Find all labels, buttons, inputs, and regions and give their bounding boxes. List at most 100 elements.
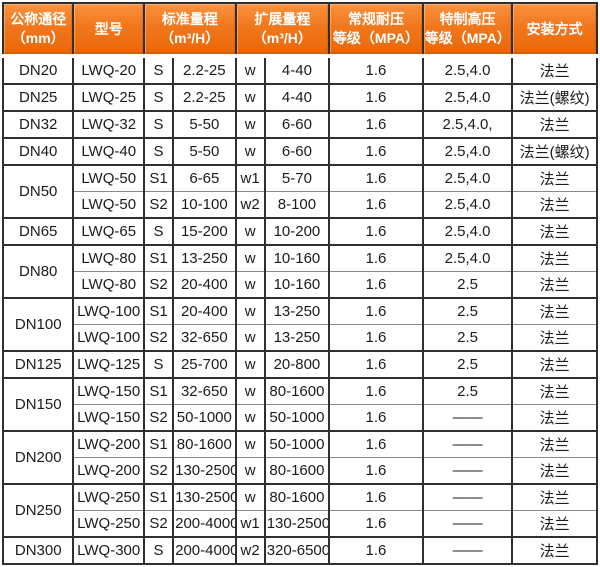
diameter-cell: DN25 (1, 84, 74, 112)
install-cell: 法兰 (511, 271, 597, 299)
model-cell: LWQ-20 (72, 56, 144, 85)
std-code-cell: S2 (142, 457, 174, 485)
ext-code-cell: w (234, 218, 265, 246)
table-row: LWQ-250 S2 200-4000 w1 130-2500 1.6 —— 法… (3, 510, 597, 538)
pressure-cell: 1.6 (328, 218, 423, 246)
std-range-cell: 2.2-25 (172, 84, 236, 112)
ext-code-cell: w (234, 378, 265, 405)
std-code-cell: S1 (142, 245, 174, 272)
std-code-cell: S1 (142, 431, 174, 458)
std-range-cell: 20-400 (172, 271, 236, 299)
high-pressure-cell: 2.5 (421, 378, 513, 405)
model-cell: LWQ-25 (72, 84, 144, 112)
std-code-cell: S1 (142, 298, 174, 325)
header-extended-range: 扩展量程 （m³/H） (234, 3, 330, 58)
pressure-cell: 1.6 (328, 457, 423, 485)
ext-range-cell: 10-160 (263, 271, 330, 299)
model-cell: LWQ-50 (72, 191, 144, 219)
pressure-cell: 1.6 (328, 271, 423, 299)
ext-code-cell: w2 (234, 537, 265, 565)
std-range-cell: 6-65 (172, 165, 236, 192)
pressure-cell: 1.6 (328, 324, 423, 352)
diameter-cell: DN150 (1, 378, 74, 432)
pressure-cell: 1.6 (328, 84, 423, 112)
std-range-cell: 5-50 (172, 138, 236, 166)
install-cell: 法兰 (511, 165, 597, 192)
ext-range-cell: 13-250 (263, 324, 330, 352)
ext-code-cell: w (234, 351, 265, 379)
std-code-cell: S (142, 537, 174, 565)
pressure-cell: 1.6 (328, 138, 423, 166)
std-range-cell: 2.2-25 (172, 56, 236, 85)
model-cell: LWQ-150 (72, 378, 144, 405)
table-row: DN40 LWQ-40 S 5-50 w 6-60 1.6 2.5,4.0 法兰… (1, 138, 597, 166)
table-row: DN20 LWQ-20 S 2.2-25 w 4-40 1.6 2.5,4.0 … (1, 56, 597, 85)
install-cell: 法兰 (511, 457, 597, 485)
ext-range-cell: 6-60 (263, 111, 330, 139)
header-diameter: 公称通径 （mm） (1, 3, 74, 58)
table-row: LWQ-50 S2 10-100 w2 8-100 1.6 2.5,4.0 法兰 (3, 191, 597, 219)
ext-code-cell: w1 (234, 165, 265, 192)
std-code-cell: S (142, 111, 174, 139)
table-row: DN125 LWQ-125 S 25-700 w 20-800 1.6 2.5 … (1, 351, 597, 379)
pressure-cell: 1.6 (328, 484, 423, 511)
ext-code-cell: w (234, 457, 265, 485)
ext-code-cell: w (234, 138, 265, 166)
high-pressure-cell: 2.5,4.0 (421, 165, 513, 192)
model-cell: LWQ-50 (72, 165, 144, 192)
install-cell: 法兰(螺纹) (511, 138, 597, 166)
std-range-cell: 10-100 (172, 191, 236, 219)
high-pressure-cell: 2.5 (421, 351, 513, 379)
ext-range-cell: 320-6500 (263, 537, 330, 565)
model-cell: LWQ-200 (72, 431, 144, 458)
diameter-cell: DN100 (1, 298, 74, 352)
std-range-cell: 50-1000 (172, 404, 236, 432)
high-pressure-cell: 2.5,4.0, (421, 111, 513, 139)
diameter-cell: DN200 (1, 431, 74, 485)
ext-range-cell: 10-200 (263, 218, 330, 246)
pressure-cell: 1.6 (328, 510, 423, 538)
header-standard-range: 标准量程 （m³/H） (142, 3, 236, 58)
install-cell: 法兰 (511, 484, 597, 511)
table-row: DN300 LWQ-300 S 200-4000 w2 320-6500 1.6… (1, 537, 597, 565)
pressure-cell: 1.6 (328, 165, 423, 192)
pressure-cell: 1.6 (328, 404, 423, 432)
std-code-cell: S2 (142, 510, 174, 538)
diameter-cell: DN300 (1, 537, 74, 565)
std-range-cell: 25-700 (172, 351, 236, 379)
std-code-cell: S (142, 84, 174, 112)
model-cell: LWQ-80 (72, 245, 144, 272)
table-row: LWQ-80 S2 20-400 w 10-160 1.6 2.5 法兰 (3, 271, 597, 299)
ext-code-cell: w (234, 431, 265, 458)
table-row: DN65 LWQ-65 S 15-200 w 10-200 1.6 2.5,4.… (1, 218, 597, 246)
pressure-cell: 1.6 (328, 191, 423, 219)
high-pressure-cell: 2.5,4.0 (421, 56, 513, 85)
high-pressure-cell: —— (421, 431, 513, 458)
header-model: 型号 (72, 3, 144, 58)
ext-code-cell: w (234, 56, 265, 85)
install-cell: 法兰 (511, 351, 597, 379)
std-range-cell: 200-4000 (172, 510, 236, 538)
ext-range-cell: 6-60 (263, 138, 330, 166)
std-code-cell: S1 (142, 484, 174, 511)
install-cell: 法兰 (511, 191, 597, 219)
table-row: DN25 LWQ-25 S 2.2-25 w 4-40 1.6 2.5,4.0 … (1, 84, 597, 112)
std-range-cell: 15-200 (172, 218, 236, 246)
ext-code-cell: w (234, 111, 265, 139)
diameter-cell: DN80 (1, 245, 74, 299)
model-cell: LWQ-250 (72, 510, 144, 538)
model-cell: LWQ-100 (72, 324, 144, 352)
model-cell: LWQ-125 (72, 351, 144, 379)
table-row: DN250 LWQ-250 S1 130-2500 w 80-1600 1.6 … (1, 484, 597, 538)
high-pressure-cell: —— (421, 537, 513, 565)
pressure-cell: 1.6 (328, 351, 423, 379)
install-cell: 法兰(螺纹) (511, 84, 597, 112)
install-cell: 法兰 (511, 510, 597, 538)
model-cell: LWQ-65 (72, 218, 144, 246)
ext-range-cell: 10-160 (263, 245, 330, 272)
std-range-cell: 13-250 (172, 245, 236, 272)
ext-range-cell: 4-40 (263, 56, 330, 85)
std-code-cell: S2 (142, 271, 174, 299)
